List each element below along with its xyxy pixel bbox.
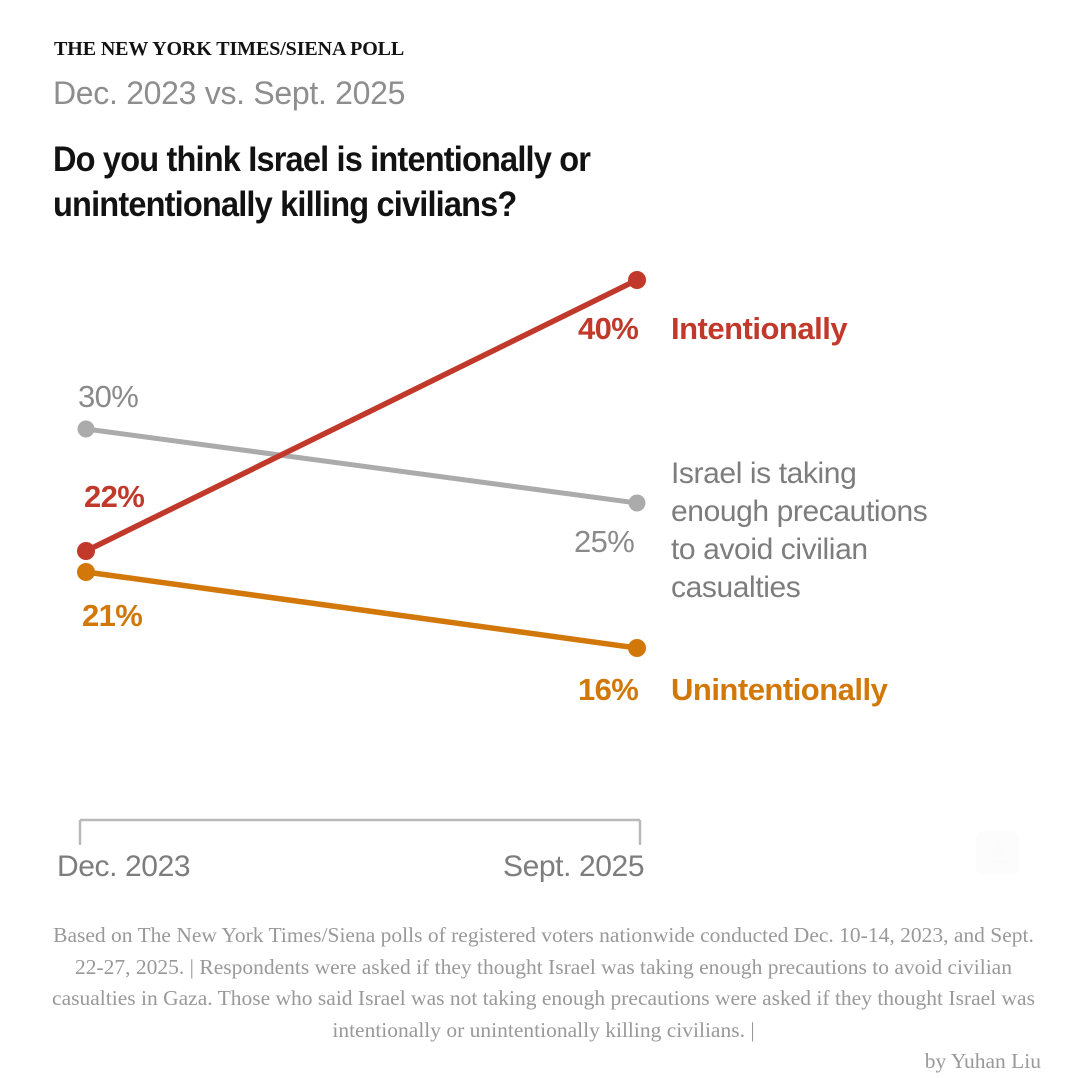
label-intentionally-2025: 40%	[578, 311, 639, 346]
series-label-precautions-line4: casualties	[671, 571, 801, 605]
series-intentionally	[77, 271, 646, 560]
series-precautions-point-2023	[77, 420, 95, 438]
footnote-byline: by Yuhan Liu	[924, 1049, 1041, 1074]
label-precautions-2023: 30%	[78, 379, 139, 414]
download-icon	[975, 830, 1020, 875]
footnote: Based on The New York Times/Siena polls …	[46, 920, 1041, 1078]
series-intentionally-point-2025	[628, 271, 646, 289]
label-unintentionally-2023: 21%	[82, 598, 143, 633]
series-intentionally-point-2023	[77, 542, 95, 560]
footnote-body: Based on The New York Times/Siena polls …	[52, 923, 1035, 1042]
page-title: Do you think Israel is intentionally or …	[53, 140, 591, 224]
series-precautions-point-2025	[628, 494, 646, 512]
series-unintentionally	[77, 563, 646, 657]
x-axis-bracket-path	[78, 818, 642, 845]
series-label-intentionally: Intentionally	[671, 311, 848, 346]
series-unintentionally-point-2023	[77, 563, 95, 581]
x-tick-label-2023: Dec. 2023	[57, 850, 191, 883]
poll-kicker: THE NEW YORK TIMES/SIENA POLL	[54, 38, 405, 60]
x-tick-label-2025: Sept. 2025	[503, 850, 645, 883]
series-label-precautions-line3: to avoid civilian	[671, 533, 868, 567]
series-intentionally-line	[83, 277, 640, 554]
poll-subtitle: Dec. 2023 vs. Sept. 2025	[53, 75, 406, 111]
x-axis-bracket	[78, 818, 642, 845]
label-intentionally-2023: 22%	[84, 479, 145, 514]
series-label-precautions-line2: enough precautions	[671, 495, 928, 529]
label-precautions-2025: 25%	[574, 524, 635, 559]
series-label-precautions: Israel is taking enough precautions to a…	[671, 455, 1001, 607]
series-label-precautions-line1: Israel is taking	[671, 457, 857, 490]
series-label-unintentionally: Unintentionally	[671, 672, 888, 707]
series-precautions-line	[83, 426, 640, 506]
series-unintentionally-line	[83, 569, 640, 651]
series-precautions	[77, 420, 646, 512]
label-unintentionally-2025: 16%	[578, 672, 639, 707]
series-unintentionally-point-2025	[628, 639, 646, 657]
